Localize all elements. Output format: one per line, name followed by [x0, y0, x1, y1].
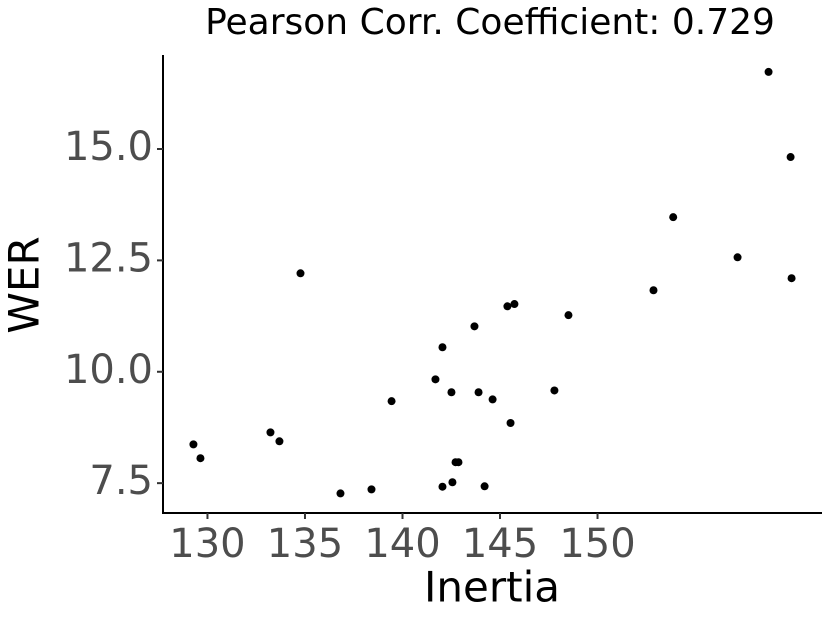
point [510, 300, 519, 309]
point [189, 440, 198, 449]
point [488, 395, 497, 404]
point [275, 437, 284, 446]
y-tick-label: 7.5 [89, 458, 153, 504]
chart-title: Pearson Corr. Coefficient: 0.729 [205, 2, 775, 43]
point [438, 482, 447, 491]
point [448, 478, 457, 487]
y-tick-label: 10.0 [64, 347, 153, 393]
point [367, 485, 376, 494]
point [550, 386, 559, 395]
point [564, 311, 573, 320]
x-tick-label: 140 [364, 521, 440, 567]
point [196, 454, 205, 463]
y-axis-label: WER [0, 236, 49, 333]
point [336, 489, 345, 498]
y-tick-label: 15.0 [64, 124, 153, 170]
x-tick-label: 130 [169, 521, 245, 567]
point [266, 428, 275, 437]
point [733, 253, 742, 262]
point [503, 302, 512, 311]
point [474, 388, 483, 397]
x-tick-label: 135 [267, 521, 343, 567]
point [480, 482, 489, 491]
point [506, 419, 515, 428]
point [786, 153, 795, 162]
point [470, 322, 479, 331]
point [296, 269, 305, 278]
y-tick-label: 12.5 [64, 235, 153, 281]
point [764, 67, 773, 76]
point [438, 343, 447, 352]
x-tick-label: 145 [462, 521, 538, 567]
point [447, 388, 456, 397]
x-tick-label: 150 [559, 521, 635, 567]
point [787, 274, 796, 283]
point [649, 286, 658, 295]
point [387, 397, 396, 406]
point [669, 213, 678, 222]
point [431, 375, 440, 384]
x-axis-label: Inertia [424, 563, 560, 612]
point [454, 458, 463, 467]
